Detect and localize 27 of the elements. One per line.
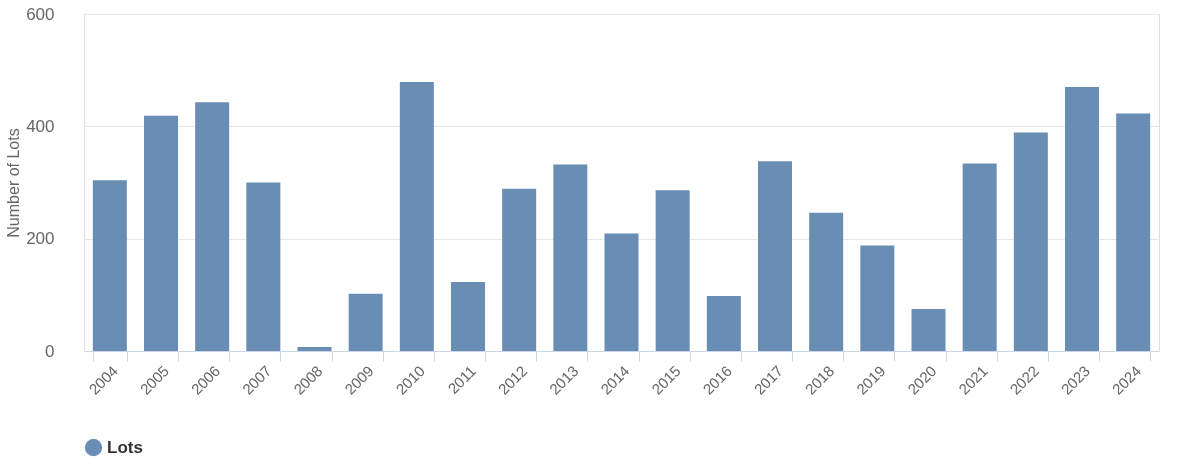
bar bbox=[297, 347, 332, 351]
bar bbox=[758, 161, 792, 351]
bar bbox=[604, 233, 639, 351]
bar bbox=[246, 182, 281, 351]
bar bbox=[553, 164, 588, 351]
bar bbox=[451, 281, 485, 351]
bar bbox=[144, 115, 178, 351]
bar bbox=[911, 308, 946, 351]
bar bbox=[195, 102, 230, 351]
bar bbox=[809, 212, 844, 351]
y-tick-label: 600 bbox=[26, 4, 55, 24]
bar bbox=[92, 180, 127, 351]
bar bbox=[1116, 113, 1151, 351]
bar bbox=[706, 295, 741, 351]
bar bbox=[399, 81, 434, 351]
bar bbox=[860, 245, 895, 351]
bar bbox=[348, 293, 383, 351]
y-tick-label: 0 bbox=[45, 341, 55, 361]
bar bbox=[1065, 87, 1099, 351]
bar bbox=[502, 188, 537, 351]
bar bbox=[962, 163, 997, 351]
y-axis-title: Number of Lots bbox=[5, 128, 23, 238]
legend-label: Lots bbox=[107, 437, 143, 457]
y-tick-label: 200 bbox=[26, 229, 55, 249]
bar bbox=[655, 190, 690, 351]
y-tick-label: 400 bbox=[26, 116, 55, 136]
bar bbox=[1013, 132, 1048, 351]
